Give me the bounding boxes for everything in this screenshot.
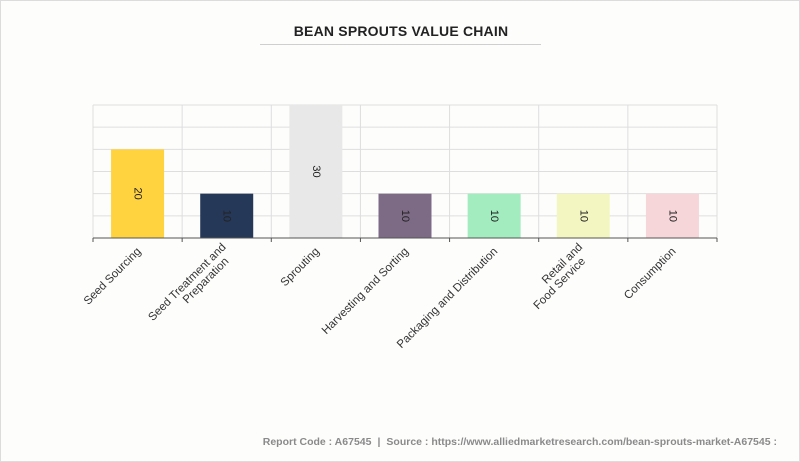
- x-tick-label-group: Packaging and Distribution: [395, 246, 500, 351]
- chart-title: BEAN SPROUTS VALUE CHAIN: [293, 23, 509, 39]
- bar-value-label: 30: [310, 165, 322, 177]
- x-tick-label: Harvesting and Sorting: [320, 246, 411, 337]
- title-underline: [260, 44, 541, 45]
- x-tick-label: Sprouting: [279, 246, 322, 289]
- bar-value-label: 10: [221, 210, 233, 222]
- x-tick-label-group: Consumption: [622, 246, 678, 302]
- bar-value-label: 10: [399, 210, 411, 222]
- footer-separator: |: [377, 436, 381, 448]
- x-tick-label-group: Harvesting and Sorting: [320, 246, 411, 337]
- bar: [378, 193, 432, 238]
- source-link[interactable]: Source : https://www.alliedmarketresearc…: [386, 436, 777, 448]
- report-code: Report Code : A67545: [262, 436, 372, 448]
- bar: [200, 193, 254, 238]
- bar-value-label: 10: [488, 210, 500, 222]
- bar: [111, 149, 165, 238]
- bar: [556, 193, 610, 238]
- bar-value-label: 20: [132, 188, 144, 200]
- x-tick-label: Packaging and Distribution: [395, 246, 500, 351]
- x-tick-labels: Seed Sourcing Seed Treatment andPreparati…: [82, 241, 679, 350]
- bar: [289, 105, 343, 238]
- bar-value-label: 10: [666, 210, 678, 222]
- bar-value-label: 10: [577, 210, 589, 222]
- x-tick-label: Consumption: [622, 246, 678, 302]
- bar: [467, 193, 521, 238]
- x-tick-label-group: Sprouting: [279, 246, 322, 289]
- x-axis: [92, 237, 718, 242]
- footer: Report Code : A67545 | Source : https://ww…: [263, 436, 777, 448]
- x-tick-label: Seed Sourcing: [82, 246, 144, 308]
- x-tick-label: Seed Treatment and: [146, 241, 228, 323]
- x-tick-label-group: Seed Sourcing: [82, 246, 144, 308]
- chart-bars: 20 10 30 10 10 10 10: [111, 105, 699, 238]
- bar: [645, 193, 699, 238]
